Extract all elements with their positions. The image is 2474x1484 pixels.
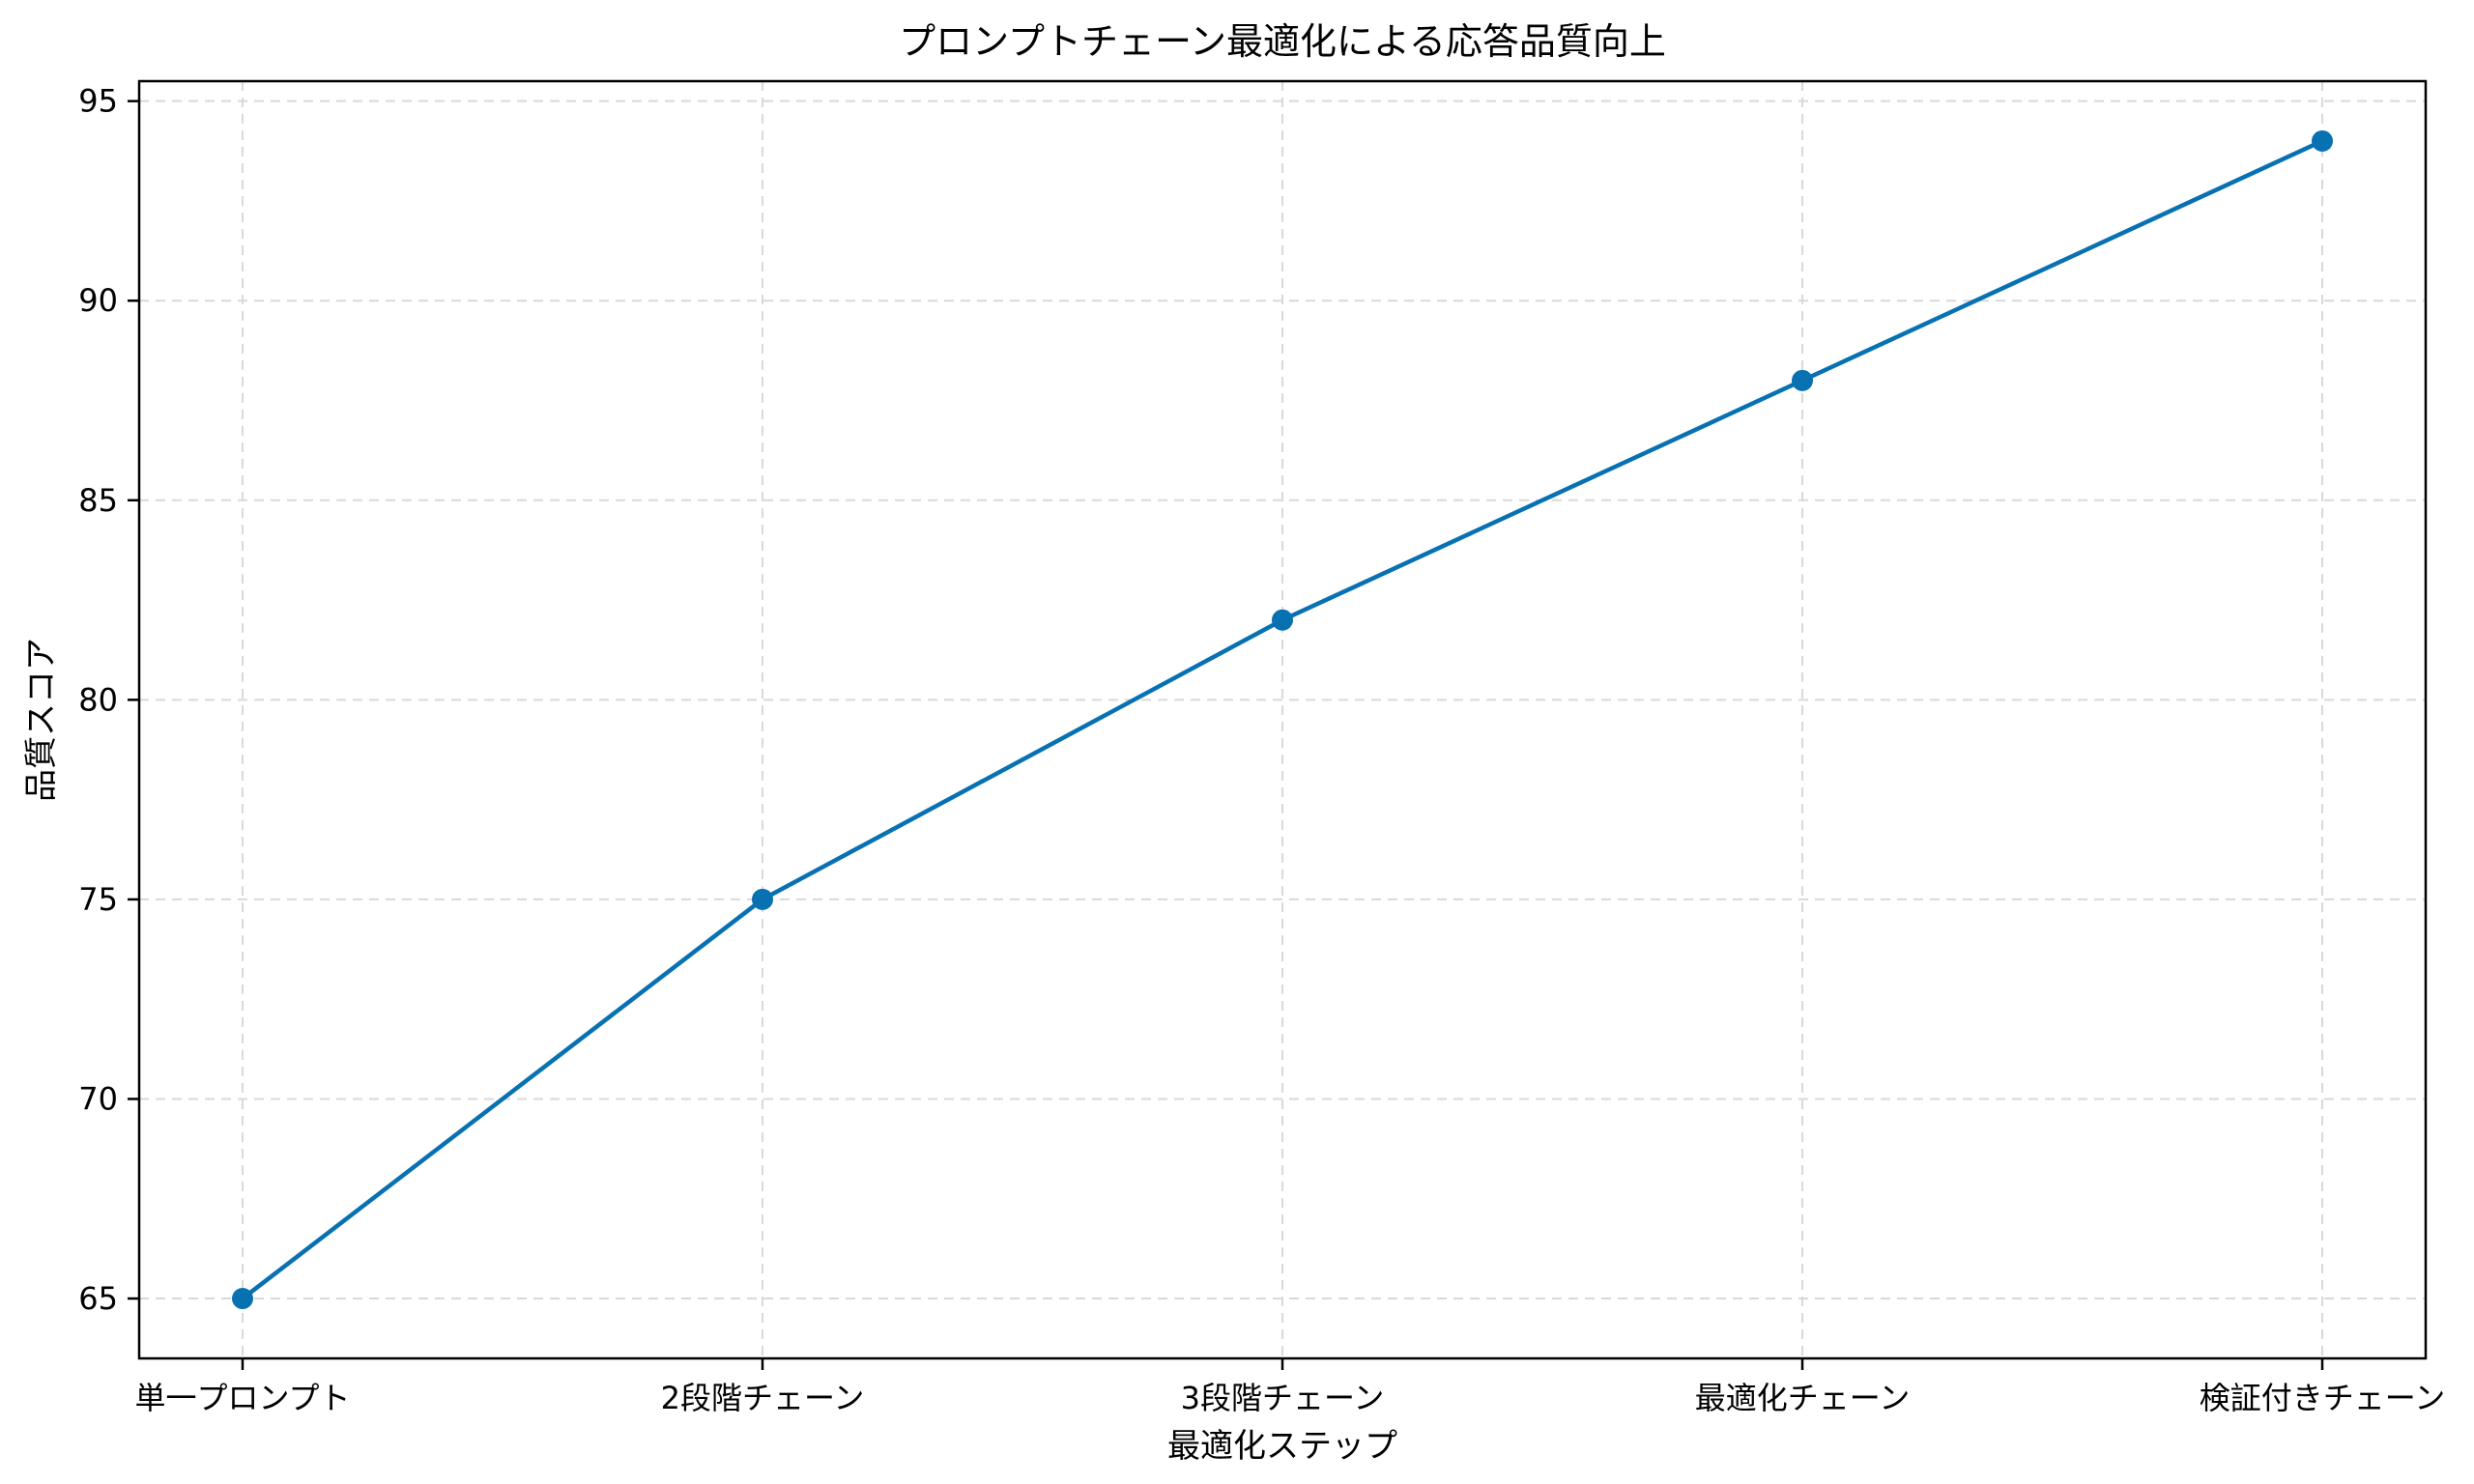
y-tick-label: 75	[78, 881, 118, 918]
x-tick-label: 最適化チェーン	[1695, 1380, 1910, 1416]
data-point	[1792, 369, 1813, 391]
x-tick-label: 単一プロンプト	[134, 1380, 350, 1416]
grid	[139, 81, 2426, 1358]
series-layer	[232, 129, 2333, 1310]
y-tick-label: 80	[78, 681, 118, 718]
x-tick-label: 3段階チェーン	[1181, 1380, 1385, 1416]
x-tick-label: 2段階チェーン	[661, 1380, 865, 1416]
y-tick-label: 95	[78, 83, 118, 120]
y-tick-label: 70	[78, 1080, 118, 1117]
y-tick-label: 90	[78, 282, 118, 319]
data-point	[1272, 609, 1293, 631]
x-tick-label: 検証付きチェーン	[2200, 1380, 2445, 1416]
y-tick-label: 65	[78, 1280, 118, 1317]
data-point	[232, 1288, 253, 1310]
x-axis-label: 最適化ステップ	[1167, 1427, 1397, 1466]
y-tick-label: 85	[78, 482, 118, 519]
ticks: 単一プロンプト 2段階チェーン 3段階チェーン 最適化チェーン 検証付きチェーン 65 70…	[78, 83, 2445, 1416]
y-axis-label: 品質スコア	[22, 638, 61, 802]
data-point	[2312, 129, 2333, 152]
chart-title: プロンプトチェーン最適化による応答品質向上	[899, 20, 1666, 63]
data-point	[752, 888, 773, 910]
